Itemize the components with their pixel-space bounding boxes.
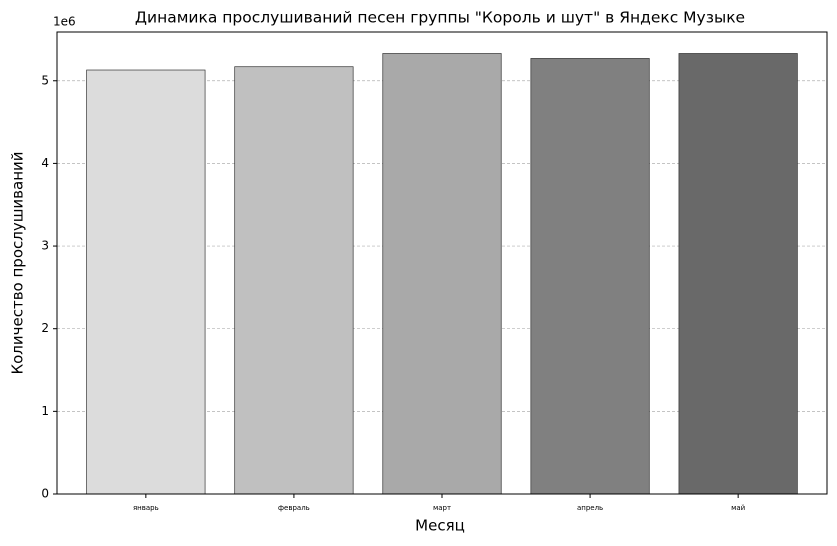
x-tick-label: апрель: [577, 504, 603, 512]
x-tick-label: март: [433, 504, 451, 512]
x-tick-label: май: [731, 504, 745, 512]
bar: [234, 66, 354, 495]
y-axis-label: Количество прослушиваний: [9, 151, 27, 374]
y-tick-label: 2: [41, 321, 49, 335]
bar: [678, 53, 798, 495]
y-tick-label: 1: [41, 404, 49, 418]
bar: [382, 53, 502, 495]
x-tick-label: январь: [133, 504, 159, 512]
chart-title: Динамика прослушиваний песен группы "Кор…: [135, 9, 745, 27]
y-tick-label: 3: [41, 239, 49, 253]
y-offset-label: 1e6: [53, 15, 76, 29]
x-tick-label: февраль: [278, 504, 310, 512]
y-tick-label: 5: [41, 73, 49, 87]
x-axis-label: Месяц: [415, 517, 465, 535]
plot-frame: [56, 31, 828, 495]
y-tick-label: 4: [41, 156, 49, 170]
bar: [530, 58, 650, 495]
bar: [86, 69, 206, 495]
y-tick-label: 0: [41, 487, 49, 501]
